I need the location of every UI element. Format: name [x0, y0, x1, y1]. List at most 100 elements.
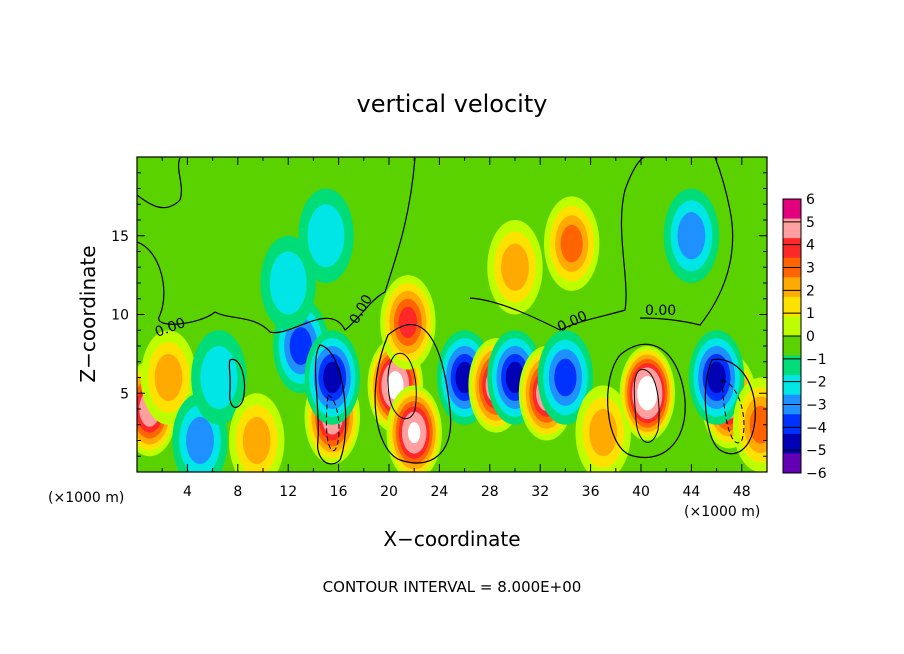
contour-interval-note: CONTOUR INTERVAL = 8.000E+00	[323, 578, 582, 596]
zero-contour-line	[374, 324, 452, 464]
heatmap-cell	[411, 427, 418, 438]
colorbar-swatch	[783, 316, 801, 337]
zero-contour-line	[314, 344, 347, 465]
colorbar-swatch	[783, 277, 801, 298]
heatmap-feature	[663, 188, 720, 284]
zero-contour-line	[228, 358, 246, 408]
contour-label: 0.00	[645, 303, 676, 319]
x-tick-label: 44	[682, 484, 700, 500]
colorbar-tick-label: 1	[806, 306, 815, 322]
y-tick-label: 10	[111, 308, 129, 324]
heatmap-cell	[279, 267, 298, 299]
colorbar-swatch	[783, 414, 801, 435]
heatmap-cell	[316, 219, 336, 252]
heatmap-feature	[544, 196, 600, 291]
heatmap-cell	[193, 428, 207, 453]
heatmap-feature	[380, 275, 436, 370]
heatmap-feature	[191, 330, 247, 425]
colorbar: 6 5 4 3 2 1 0 −1 −2 −3 −4 −5 −6	[782, 192, 827, 482]
heatmap-cell	[712, 369, 722, 386]
zero-contour-line	[469, 157, 646, 331]
heatmap-cell	[508, 255, 522, 280]
zero-contour-lines	[137, 157, 756, 465]
heatmap-cell	[596, 420, 611, 445]
x-axis-title: X−coordinate	[383, 527, 520, 551]
heatmap-feature	[537, 330, 594, 425]
heatmap-cell	[249, 428, 264, 453]
heatmap-feature	[733, 377, 767, 472]
heatmap-cell	[209, 361, 229, 394]
heatmap-feature	[386, 385, 442, 472]
x-unit-label-left: (×1000 m)	[48, 490, 124, 506]
chart-title: vertical velocity	[357, 90, 548, 118]
zero-contour-line	[137, 157, 183, 209]
x-tick-label: 8	[233, 484, 242, 500]
y-tick-label: 5	[120, 386, 129, 402]
colorbar-tick-label: 0	[806, 329, 815, 345]
contour-line-inner	[633, 369, 660, 443]
heatmap-cell	[392, 380, 399, 391]
colorbar-tick-label: −5	[806, 443, 827, 459]
colorbar-swatch	[783, 336, 801, 357]
heatmap-feature	[140, 330, 197, 425]
colorbar-swatch	[783, 355, 801, 376]
heatmap-cell	[559, 368, 571, 387]
x-tick-label: 32	[531, 484, 549, 500]
x-tick-label: 36	[582, 484, 600, 500]
heatmap-field	[137, 157, 767, 472]
heatmap-cell	[566, 234, 578, 254]
colorbar-tick-label: −4	[806, 420, 827, 436]
zero-contour-line	[607, 343, 686, 459]
colorbar-swatch	[783, 238, 801, 259]
heatmap-cell	[161, 365, 176, 390]
heatmap-feature	[304, 330, 360, 425]
y-axis-ticks: 5 10 15	[111, 172, 767, 457]
colorbar-swatch	[783, 218, 801, 239]
heatmap-feature	[487, 219, 543, 315]
colorbar-tick-label: 4	[806, 238, 815, 254]
colorbar-tick-label: −6	[806, 466, 827, 482]
x-tick-label: 40	[632, 484, 650, 500]
heatmap-feature	[260, 235, 316, 331]
heatmap-cell	[460, 369, 470, 386]
x-tick-label: 4	[183, 484, 192, 500]
x-tick-label: 24	[430, 484, 448, 500]
heatmap-feature	[229, 393, 285, 472]
colorbar-tick-label: −1	[806, 352, 827, 368]
colorbar-swatch	[783, 453, 801, 474]
x-tick-label: 48	[733, 484, 751, 500]
contour-line-inner	[387, 352, 417, 420]
colorbar-swatch	[783, 199, 801, 220]
heatmap-feature	[575, 385, 631, 472]
heatmap-cell	[644, 388, 650, 398]
x-tick-label: 16	[330, 484, 348, 500]
heatmap-cell	[755, 415, 767, 435]
x-tick-label: 20	[380, 484, 398, 500]
colorbar-tick-label: −2	[806, 375, 827, 391]
zero-contour-line	[639, 157, 734, 326]
x-unit-label-right: (×1000 m)	[684, 504, 760, 520]
heatmap-blobs	[137, 188, 767, 472]
heatmap-cell	[510, 369, 520, 386]
colorbar-swatch	[783, 375, 801, 396]
heatmap-feature	[619, 345, 675, 441]
colorbar-tick-label: 5	[806, 215, 815, 231]
zero-contour-line	[137, 157, 416, 334]
colorbar-swatch	[783, 433, 801, 454]
y-tick-label: 15	[111, 229, 129, 245]
contour-line-dashed	[721, 379, 745, 444]
zero-contour-line	[704, 358, 756, 455]
colorbar-tick-label: 2	[806, 283, 815, 299]
heatmap-cell	[684, 223, 699, 248]
x-axis-ticks: 4 8 12 16 20 24 28 32 36 40 44 48	[161, 157, 751, 500]
x-tick-label: 28	[481, 484, 499, 500]
contour-line-dashed	[325, 394, 340, 452]
x-tick-label: 12	[279, 484, 297, 500]
heatmap-cell	[403, 314, 413, 331]
heatmap-cell	[295, 336, 307, 356]
heatmap-cell	[327, 369, 337, 386]
colorbar-tick-label: 3	[806, 261, 815, 277]
colorbar-tick-label: −3	[806, 398, 827, 414]
colorbar-tick-label: 6	[806, 192, 815, 208]
